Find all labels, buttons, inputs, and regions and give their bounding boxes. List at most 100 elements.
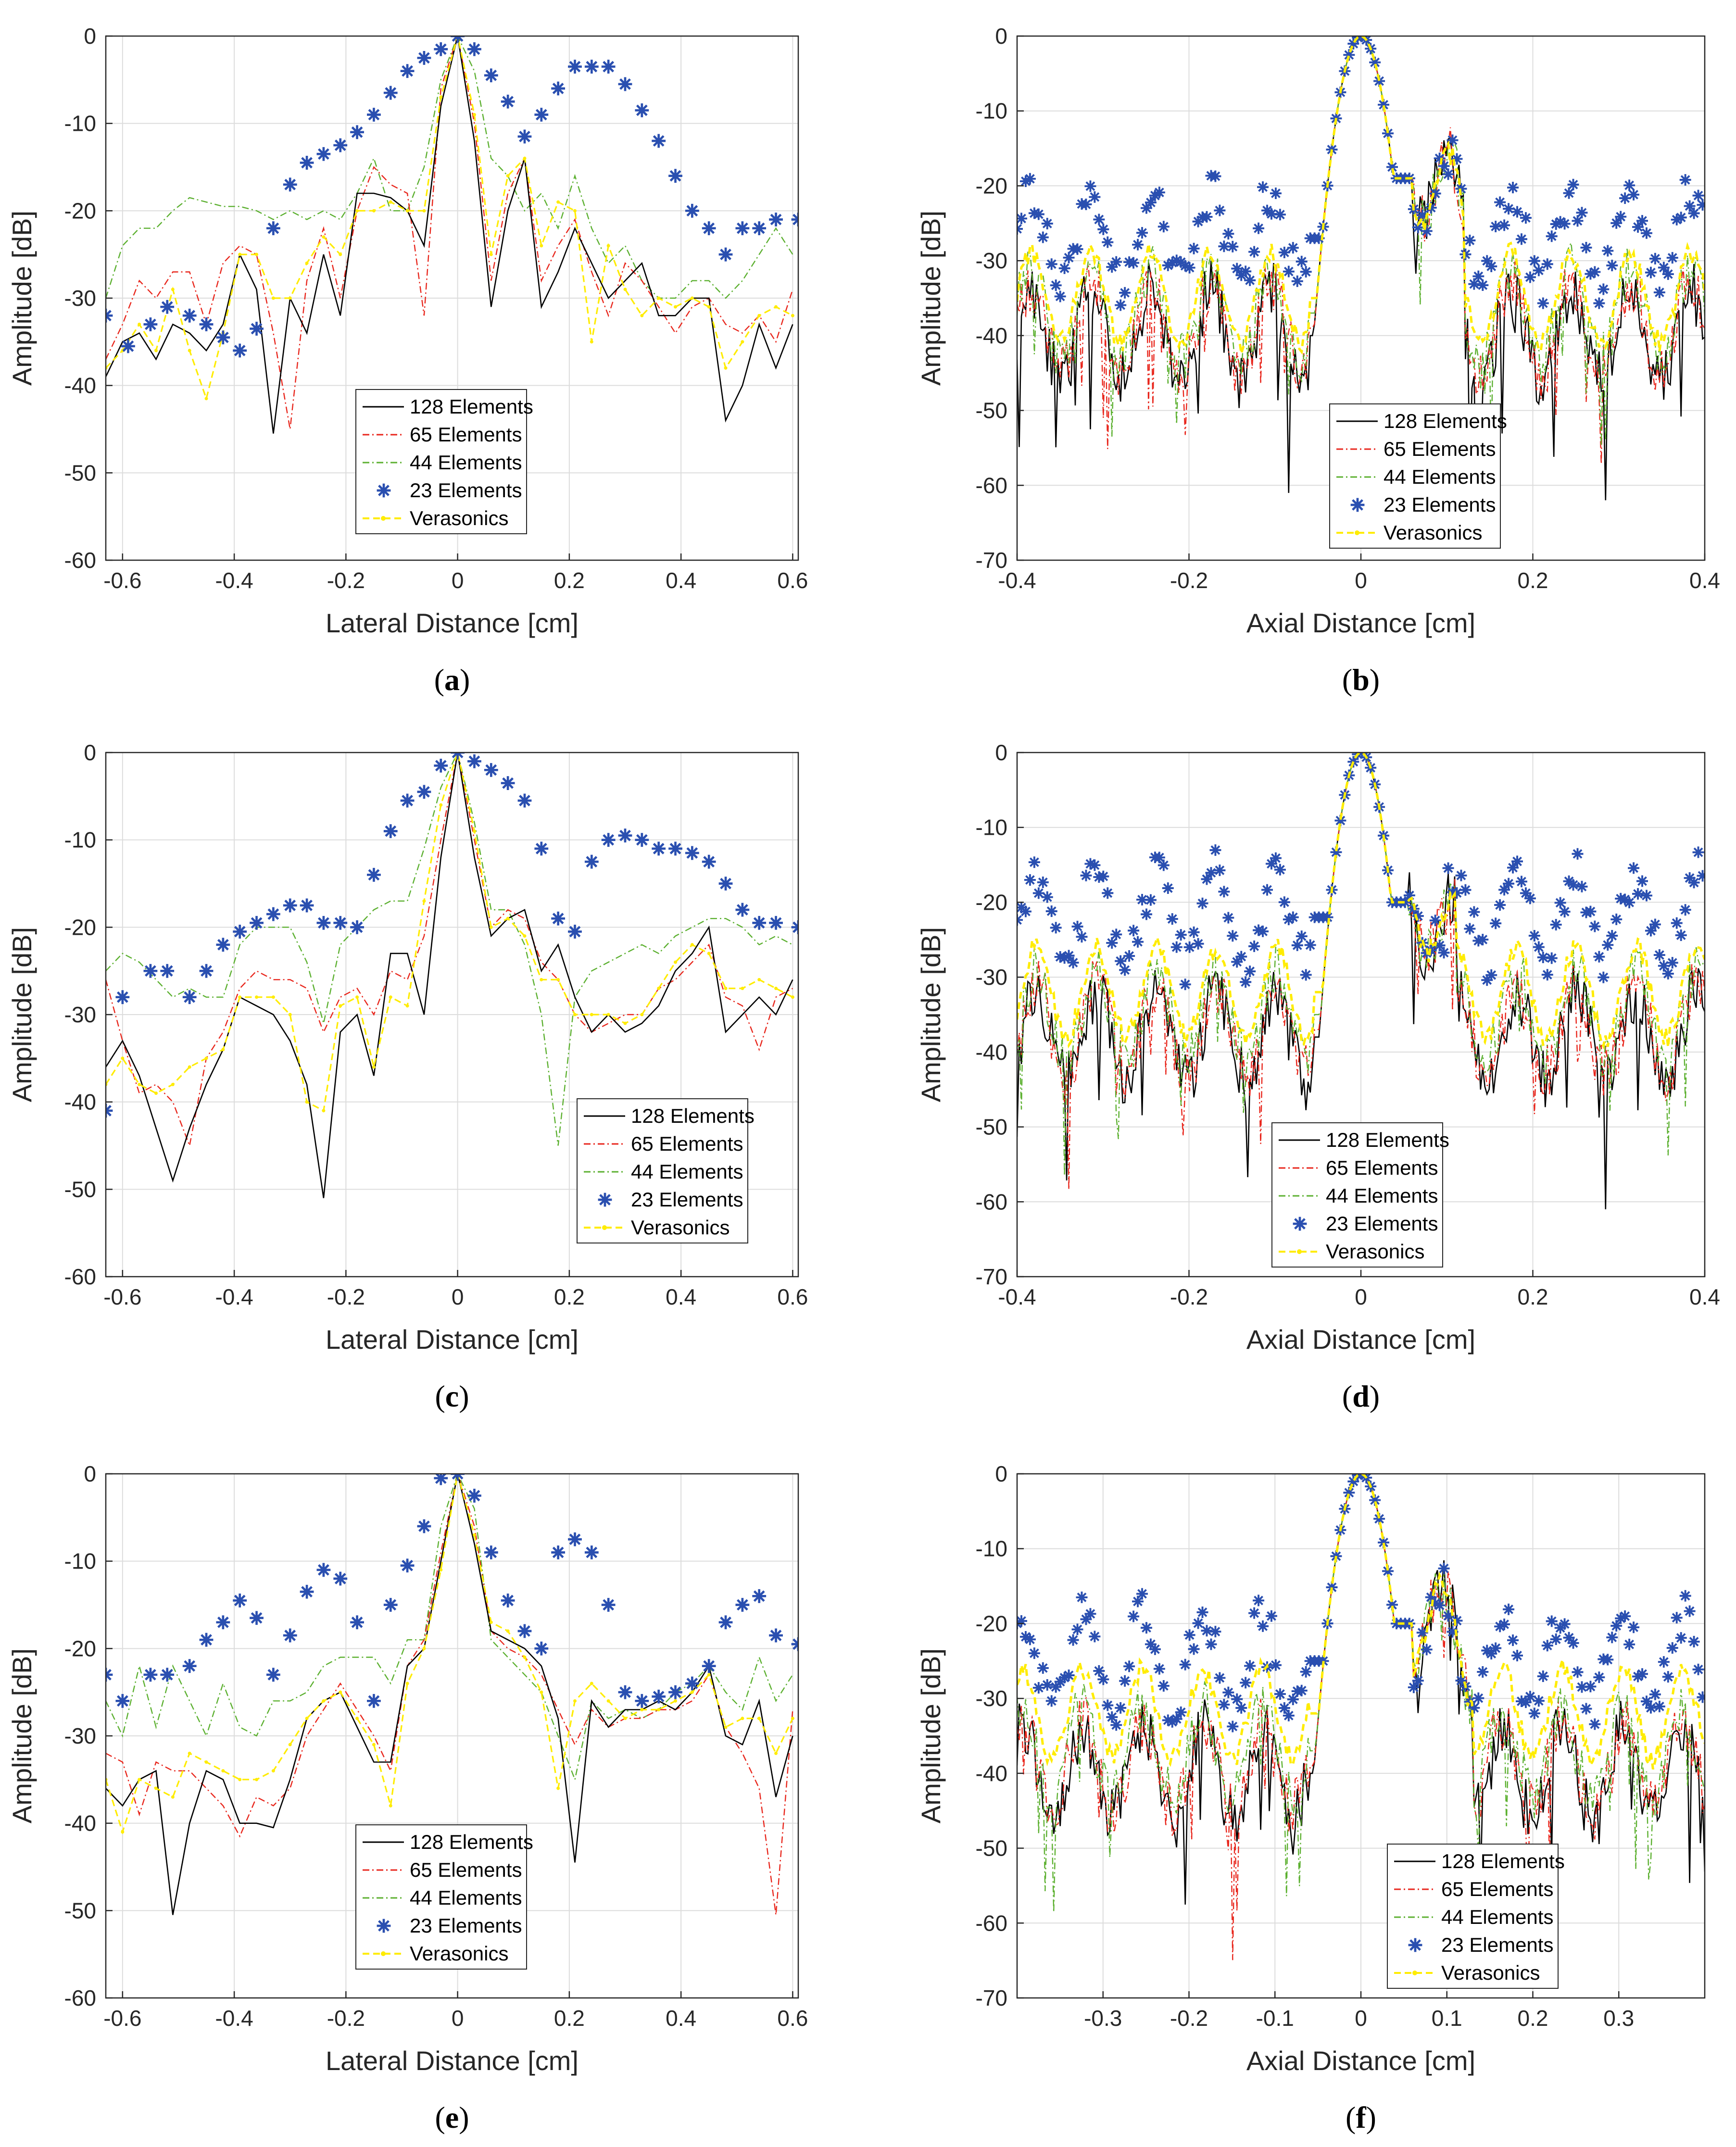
series-group bbox=[106, 36, 805, 434]
marker-23-elements bbox=[1182, 1628, 1196, 1642]
point-verasonics bbox=[389, 995, 392, 999]
marker-23-elements bbox=[1549, 918, 1563, 931]
series-group bbox=[106, 1474, 805, 1915]
marker-23-elements bbox=[333, 1572, 347, 1586]
point-verasonics bbox=[489, 1620, 493, 1624]
marker-23-elements bbox=[1437, 1561, 1451, 1575]
y-tick-label: -40 bbox=[64, 1811, 96, 1836]
marker-23-elements bbox=[1502, 877, 1516, 891]
marker-23-elements bbox=[1256, 1619, 1270, 1633]
series-line-44-elements bbox=[1017, 1474, 1705, 1912]
x-tick-label: -0.2 bbox=[327, 568, 365, 593]
marker-23-elements bbox=[250, 916, 264, 930]
marker-23-elements bbox=[1036, 1661, 1050, 1675]
marker-23-elements bbox=[1178, 1657, 1192, 1671]
y-tick-label: -40 bbox=[64, 373, 96, 398]
y-tick-label: -50 bbox=[976, 1836, 1007, 1861]
legend-label: 23 Elements bbox=[1384, 493, 1496, 516]
point-verasonics bbox=[372, 1065, 376, 1069]
point-verasonics bbox=[188, 349, 191, 352]
marker-23-elements bbox=[1247, 1606, 1261, 1620]
marker-23-elements bbox=[1092, 213, 1106, 226]
marker-23-elements bbox=[1584, 904, 1598, 918]
point-verasonics bbox=[255, 252, 259, 256]
marker-23-elements bbox=[183, 1659, 197, 1673]
marker-23-elements bbox=[652, 134, 666, 148]
legend-label: 23 Elements bbox=[410, 1914, 522, 1937]
legend-label: 128 Elements bbox=[410, 1831, 533, 1853]
legend-box bbox=[355, 389, 527, 534]
marker-23-elements bbox=[1157, 1679, 1170, 1693]
legend-label: 44 Elements bbox=[1384, 465, 1496, 488]
marker-23-elements bbox=[1088, 858, 1102, 872]
marker-23-elements bbox=[216, 938, 230, 952]
marker-23-elements bbox=[1640, 889, 1653, 903]
point-verasonics bbox=[121, 1056, 125, 1060]
legend-label: Verasonics bbox=[1441, 1961, 1540, 1984]
panel-e: -0.6 -0.4 -0.2 0 0.2 0.4 0.6 0 -10 -20 -30 -40 -50 -… bbox=[7, 1461, 808, 2134]
marker-23-elements bbox=[735, 903, 749, 917]
y-tick-label: -20 bbox=[976, 890, 1007, 915]
marker-23-elements bbox=[1652, 948, 1666, 962]
marker-23-elements bbox=[1540, 968, 1554, 982]
marker-23-elements bbox=[1027, 1646, 1041, 1660]
marker-23-elements bbox=[585, 60, 599, 74]
marker-23-elements bbox=[1558, 217, 1572, 231]
point-verasonics bbox=[255, 1778, 259, 1782]
point-verasonics bbox=[339, 1004, 342, 1008]
marker-23-elements bbox=[1597, 282, 1610, 296]
marker-23-elements bbox=[233, 1594, 247, 1607]
marker-23-elements bbox=[250, 322, 264, 336]
point-verasonics bbox=[472, 1533, 476, 1537]
point-verasonics bbox=[757, 1717, 761, 1720]
marker-23-elements bbox=[1476, 933, 1490, 946]
marker-23-elements bbox=[1243, 965, 1257, 979]
marker-23-elements bbox=[685, 1677, 699, 1691]
marker-23-elements bbox=[401, 1558, 415, 1572]
legend-label: 23 Elements bbox=[1441, 1934, 1553, 1956]
marker-23-elements bbox=[250, 1611, 264, 1625]
marker-23-elements bbox=[1075, 1590, 1089, 1604]
marker-23-elements bbox=[1208, 843, 1222, 857]
point-verasonics bbox=[640, 1013, 644, 1017]
marker-23-elements bbox=[1083, 179, 1097, 193]
marker-23-elements bbox=[719, 1615, 733, 1629]
point-verasonics bbox=[489, 925, 493, 929]
marker-23-elements bbox=[1044, 257, 1058, 271]
marker-23-elements bbox=[1075, 930, 1089, 944]
marker-23-elements bbox=[1127, 924, 1141, 938]
marker-23-elements bbox=[1040, 890, 1054, 904]
y-axis-label: Amplitude [dB] bbox=[916, 211, 946, 386]
marker-23-elements bbox=[1273, 1687, 1287, 1701]
marker-23-elements bbox=[1243, 1659, 1257, 1673]
marker-23-elements bbox=[1144, 893, 1157, 907]
x-axis-label: Lateral Distance [cm] bbox=[326, 1324, 579, 1355]
point-verasonics bbox=[523, 156, 527, 160]
point-verasonics bbox=[439, 1568, 443, 1572]
point-verasonics bbox=[204, 397, 208, 401]
marker-23-elements bbox=[1088, 1630, 1102, 1644]
marker-23-elements bbox=[1295, 254, 1308, 268]
y-tick-label: 0 bbox=[995, 740, 1007, 765]
x-tick-label: 0 bbox=[452, 2006, 464, 2031]
marker-23-elements bbox=[585, 1545, 599, 1559]
marker-23-elements bbox=[1118, 286, 1132, 300]
marker-23-elements bbox=[1665, 956, 1679, 970]
marker-23-elements bbox=[1558, 1617, 1572, 1631]
marker-23-elements bbox=[1627, 188, 1641, 201]
marker-23-elements bbox=[484, 763, 498, 777]
marker-23-elements bbox=[300, 156, 314, 170]
panel-c: -0.6 -0.4 -0.2 0 0.2 0.4 0.6 0 -10 -20 -30 -40 -50 -… bbox=[7, 740, 808, 1413]
point-verasonics bbox=[204, 1760, 208, 1764]
marker-23-elements bbox=[183, 309, 197, 323]
y-tick-label: -70 bbox=[976, 1264, 1007, 1289]
legend-label: 65 Elements bbox=[1384, 438, 1496, 460]
marker-23-elements bbox=[1493, 898, 1507, 912]
x-tick-labels: -0.6 -0.4 -0.2 0 0.2 0.4 0.6 bbox=[103, 1991, 808, 2031]
point-verasonics bbox=[305, 261, 309, 265]
y-tick-label: -60 bbox=[64, 548, 96, 573]
panel-label: (a) bbox=[434, 663, 470, 697]
marker-23-elements bbox=[1295, 929, 1308, 943]
panel-d: -0.4 -0.2 0 0.2 0.4 0 -10 -20 -30 -40 -50 -60 -70 A… bbox=[916, 740, 1720, 1413]
marker-23-elements bbox=[1631, 887, 1645, 901]
